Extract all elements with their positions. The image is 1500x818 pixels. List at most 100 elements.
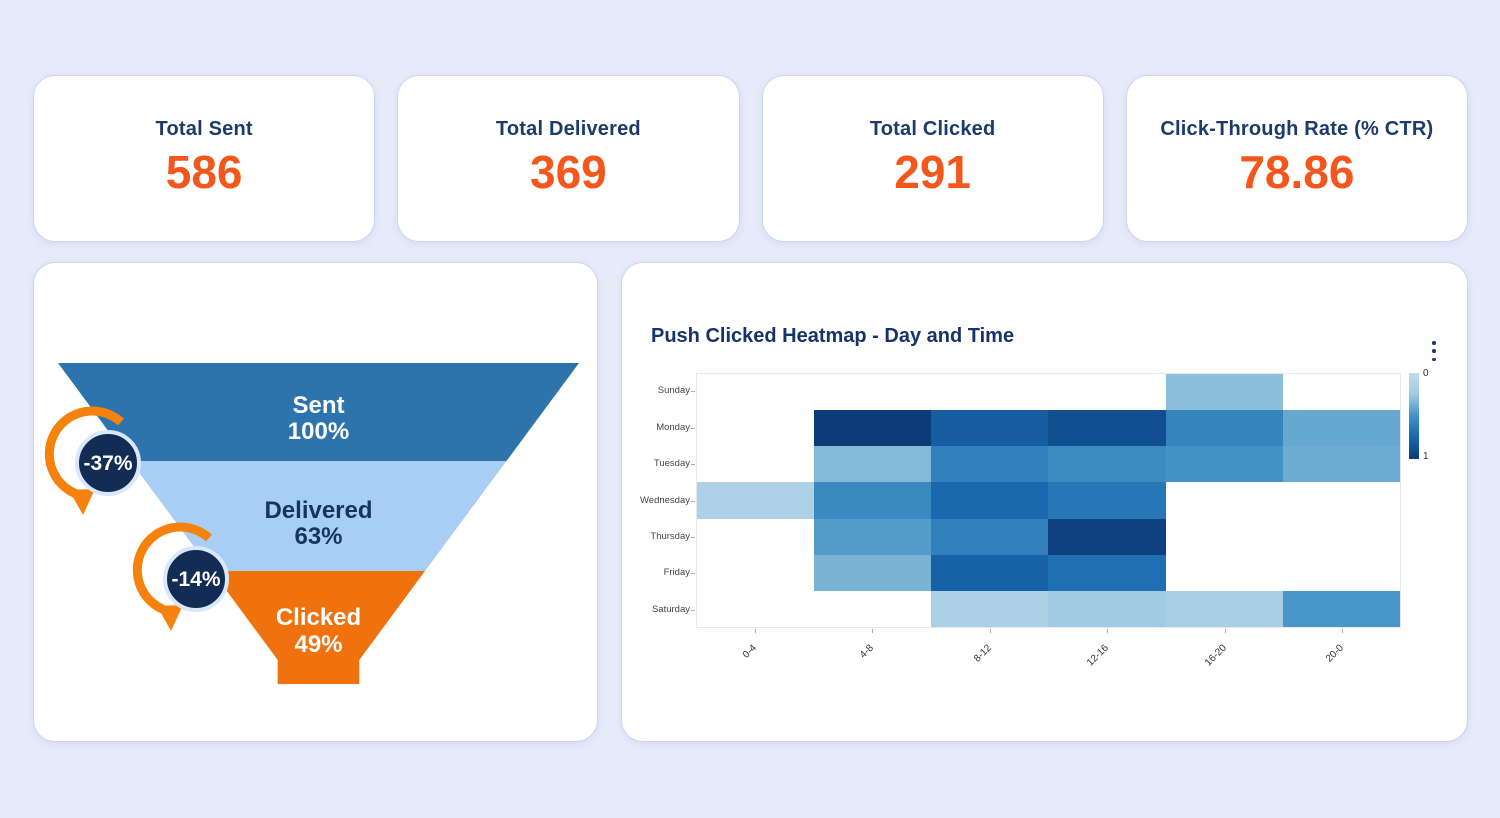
- axis-tick: [1107, 629, 1109, 633]
- funnel-card: Sent 100% Delivered 63% Clicked 49% -37%…: [33, 262, 598, 742]
- kpi-label: Total Delivered: [495, 118, 641, 140]
- x-axis-label: 0-4: [740, 642, 759, 661]
- heatmap-cell: [1165, 554, 1283, 591]
- heatmap-cell: [814, 590, 932, 627]
- kpi-label: Total Clicked: [869, 118, 996, 140]
- kpi-row: Total Sent 586 Total Delivered 369 Total…: [33, 75, 1468, 242]
- kpi-card-total-delivered: Total Delivered 369: [397, 75, 740, 242]
- heatmap-cell: [1165, 374, 1283, 411]
- drop-arrowhead-icon: [157, 605, 183, 631]
- drop-badge: [163, 546, 229, 612]
- heatmap-cell: [1282, 410, 1400, 447]
- funnel-label-clicked: Clicked: [276, 604, 361, 631]
- y-axis-label: Saturday: [651, 603, 690, 615]
- heatmap-title: Push Clicked Heatmap - Day and Time: [651, 325, 1015, 347]
- drop-arrow-icon: [132, 522, 212, 617]
- heatmap-cell: [697, 374, 815, 411]
- heatmap-cell: [1048, 482, 1166, 519]
- heatmap-cell: [1282, 554, 1400, 591]
- kebab-menu-icon[interactable]: [1427, 341, 1441, 361]
- axis-tick: [691, 500, 695, 502]
- heatmap-cell: [814, 518, 932, 555]
- y-axis-label: Thursday: [650, 530, 690, 542]
- heatmap-cell: [1165, 410, 1283, 447]
- x-axis-label: 8-12: [971, 642, 994, 665]
- heatmap-cell: [814, 374, 932, 411]
- drop-badge: [75, 430, 141, 496]
- heatmap-cell: [697, 518, 815, 555]
- heatmap-cell: [931, 554, 1049, 591]
- drop-arrow-icon: [44, 406, 124, 501]
- axis-tick: [989, 629, 991, 633]
- heatmap-cell: [1282, 482, 1400, 519]
- funnel-percent-delivered: 63%: [294, 523, 342, 550]
- heatmap-cell: [814, 410, 932, 447]
- funnel-chart: Sent 100% Delivered 63% Clicked 49% -37%…: [44, 363, 579, 684]
- heatmap-cell: [1048, 554, 1166, 591]
- y-axis-label: Wednesday: [640, 494, 690, 506]
- kpi-card-total-sent: Total Sent 586: [33, 75, 376, 242]
- heatmap-cell: [1282, 518, 1400, 555]
- axis-tick: [754, 629, 756, 633]
- axis-tick: [691, 464, 695, 466]
- heatmap-cell: [1282, 590, 1400, 627]
- funnel-percent-clicked: 49%: [294, 631, 342, 658]
- x-axis-label: 20-0: [1324, 642, 1347, 665]
- heatmap-cell: [814, 554, 932, 591]
- heatmap-cell: [814, 446, 932, 483]
- heatmap-cell: [1048, 374, 1166, 411]
- heatmap-cell: [814, 482, 932, 519]
- heatmap-plot-area: [696, 373, 1401, 628]
- axis-tick: [872, 629, 874, 633]
- heatmap-cell: [931, 518, 1049, 555]
- funnel-percent-sent: 100%: [288, 418, 349, 445]
- colorbar-max-label: 1: [1423, 451, 1429, 462]
- heatmap-cell: [1282, 374, 1400, 411]
- kpi-value: 369: [530, 146, 607, 198]
- heatmap-cell: [1048, 518, 1166, 555]
- heatmap-cell: [1048, 446, 1166, 483]
- funnel-stage-clicked: [212, 571, 425, 684]
- axis-tick: [1224, 629, 1226, 633]
- heatmap-grid: [697, 374, 1400, 627]
- axis-tick: [691, 427, 695, 429]
- heatmap-cell: [931, 482, 1049, 519]
- axis-tick: [1342, 629, 1344, 633]
- heatmap-cell: [1165, 482, 1283, 519]
- heatmap-cell: [1282, 446, 1400, 483]
- heatmap-cell: [1048, 410, 1166, 447]
- heatmap-cell: [931, 374, 1049, 411]
- axis-tick: [691, 609, 695, 611]
- heatmap-cell: [1048, 590, 1166, 627]
- heatmap-cell: [697, 446, 815, 483]
- funnel-stage-delivered: [130, 461, 507, 571]
- drop-badge-label: -14%: [171, 568, 220, 591]
- heatmap-cell: [1165, 590, 1283, 627]
- x-axis-label: 4-8: [858, 642, 877, 661]
- kpi-value: 78.86: [1239, 146, 1355, 198]
- y-axis-label: Sunday: [657, 385, 690, 397]
- kpi-label: Click-Through Rate (% CTR): [1160, 118, 1434, 140]
- y-axis-label: Tuesday: [653, 458, 690, 470]
- kpi-card-total-clicked: Total Clicked 291: [761, 75, 1104, 242]
- heatmap-cell: [1165, 518, 1283, 555]
- heatmap-cell: [1165, 446, 1283, 483]
- funnel-label-sent: Sent: [292, 392, 344, 419]
- heatmap-cell: [697, 554, 815, 591]
- heatmap-cell: [931, 410, 1049, 447]
- x-axis-label: 12-16: [1085, 642, 1112, 669]
- kpi-card-ctr: Click-Through Rate (% CTR) 78.86: [1125, 75, 1468, 242]
- kpi-label: Total Sent: [155, 118, 253, 140]
- axis-tick: [691, 391, 695, 393]
- colorbar-min-label: 0: [1423, 368, 1429, 379]
- heatmap-cell: [697, 410, 815, 447]
- heatmap-card: Push Clicked Heatmap - Day and Time Sund…: [621, 262, 1468, 742]
- x-axis-label: 16-20: [1202, 642, 1229, 669]
- heatmap-colorbar: [1409, 373, 1419, 459]
- heatmap-cell: [931, 446, 1049, 483]
- y-axis-label: Monday: [656, 421, 690, 433]
- heatmap-cell: [697, 482, 815, 519]
- heatmap-cell: [697, 590, 815, 627]
- axis-tick: [691, 536, 695, 538]
- drop-arrowhead-icon: [69, 489, 95, 515]
